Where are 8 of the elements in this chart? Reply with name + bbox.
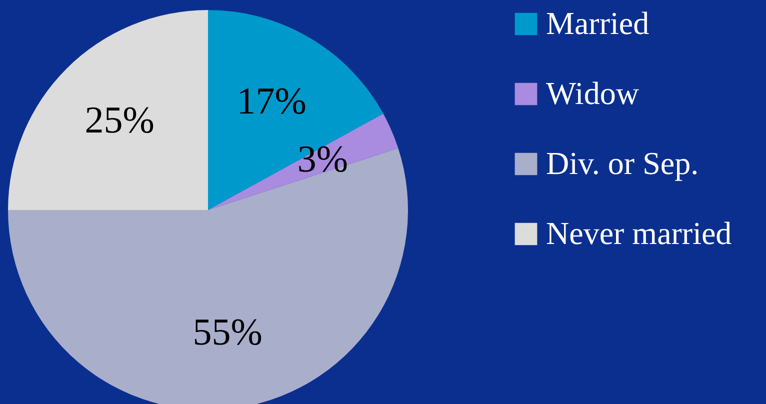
legend-label: Widow xyxy=(546,75,639,111)
data-label: 3% xyxy=(297,138,348,180)
data-label: 55% xyxy=(192,311,262,354)
data-label: 17% xyxy=(236,80,306,122)
data-label: 25% xyxy=(84,100,154,142)
legend-label: Div. or Sep. xyxy=(546,145,699,181)
legend-label: Married xyxy=(546,5,650,41)
legend-label: Never married xyxy=(546,215,732,251)
